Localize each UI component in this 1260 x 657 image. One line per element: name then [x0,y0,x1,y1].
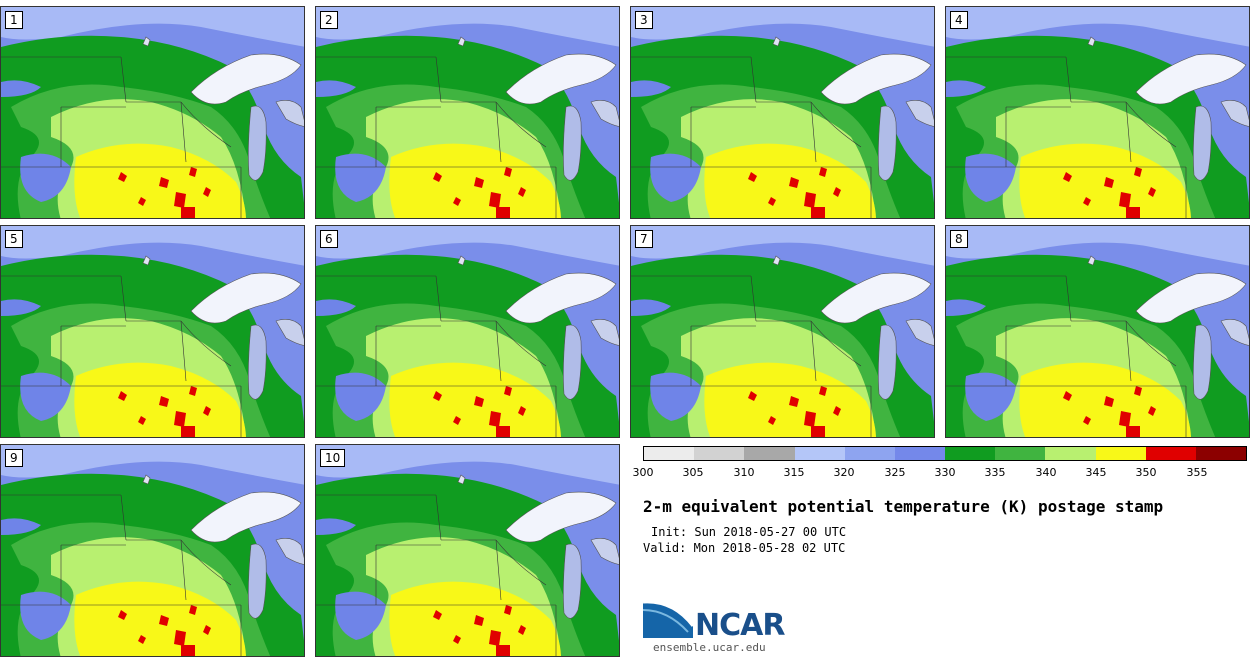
colorbar-tick-label: 315 [783,466,805,479]
figure-title: 2-m equivalent potential temperature (K)… [643,497,1164,516]
map-image [631,7,935,219]
map-panel-3: 3 [630,6,935,219]
ncar-logo-icon [643,600,695,638]
panel-label: 7 [635,230,653,248]
map-panel-10: 10 [315,444,620,657]
colorbar-segment [694,447,745,460]
map-panel-2: 2 [315,6,620,219]
colorbar-segment [1095,447,1146,460]
colorbar-tick-label: 305 [682,466,704,479]
map-panel-4: 4 [945,6,1250,219]
colorbar-tick-label: 330 [934,466,956,479]
init-time: Init: Sun 2018-05-27 00 UTC [651,525,847,539]
colorbar-tick-label: 335 [984,466,1006,479]
colorbar-segment [644,447,695,460]
colorbar-segment [995,447,1046,460]
panel-label: 8 [950,230,968,248]
panel-label: 5 [5,230,23,248]
map-image [1,226,305,438]
colorbar-segment [744,447,795,460]
colorbar-tick-label: 310 [733,466,755,479]
map-panel-7: 7 [630,225,935,438]
site-url[interactable]: ensemble.ucar.edu [653,641,766,654]
colorbar-segment [794,447,845,460]
map-panel-8: 8 [945,225,1250,438]
colorbar-tick-label: 325 [884,466,906,479]
colorbar-segment [1195,447,1247,460]
colorbar-tick-label: 345 [1085,466,1107,479]
panel-label: 9 [5,449,23,467]
map-panel-5: 5 [0,225,305,438]
colorbar-tick-label: 300 [632,466,654,479]
colorbar-tick-label: 340 [1035,466,1057,479]
panel-label: 10 [320,449,346,467]
colorbar-segment [1045,447,1096,460]
map-image [631,226,935,438]
colorbar-tick-label: 355 [1186,466,1208,479]
panel-label: 3 [635,11,653,29]
map-image [316,445,620,657]
colorbar-tick-label: 350 [1135,466,1157,479]
map-image [316,226,620,438]
colorbar-segment [945,447,996,460]
map-image [1,7,305,219]
colorbar-tick-label: 320 [833,466,855,479]
valid-time: Valid: Mon 2018-05-28 02 UTC [643,541,846,555]
map-panel-6: 6 [315,225,620,438]
panel-label: 4 [950,11,968,29]
colorbar-segment [1145,447,1196,460]
colorbar-segment [894,447,946,460]
map-image [946,226,1250,438]
map-image [946,7,1250,219]
map-image [1,445,305,657]
logo-text: NCAR [695,608,785,643]
map-panel-1: 1 [0,6,305,219]
map-image [316,7,620,219]
colorbar [643,446,1247,461]
map-panel-9: 9 [0,444,305,657]
panel-label: 1 [5,11,23,29]
panel-label: 6 [320,230,338,248]
colorbar-segment [844,447,895,460]
panel-label: 2 [320,11,338,29]
